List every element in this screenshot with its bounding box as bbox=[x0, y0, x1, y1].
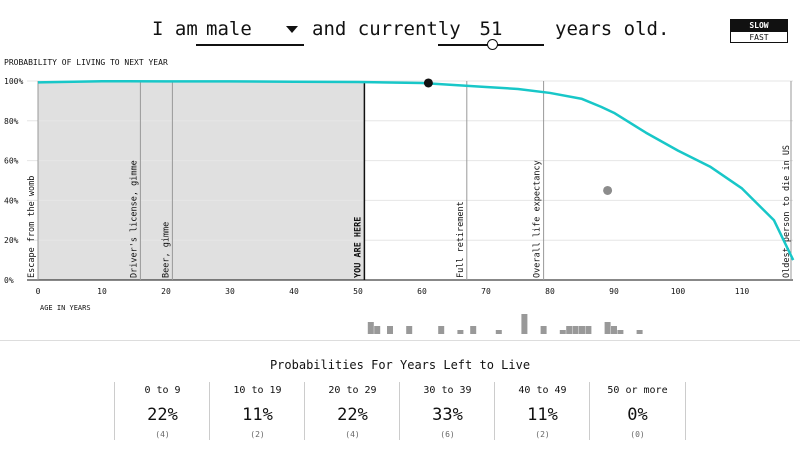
histogram-bar bbox=[495, 330, 502, 334]
probability-value: 0% bbox=[627, 405, 648, 425]
range-label: 10 to 19 bbox=[233, 385, 282, 396]
survival-curve bbox=[37, 79, 795, 261]
fast-button[interactable]: FAST bbox=[730, 31, 788, 43]
y-tick-label: 80% bbox=[4, 117, 19, 126]
histogram-bar bbox=[470, 326, 477, 334]
histogram-bar bbox=[611, 326, 617, 334]
histogram-bar bbox=[406, 326, 413, 334]
annotation-label: Beer, gimme bbox=[161, 222, 171, 278]
range-label: 40 to 49 bbox=[518, 385, 567, 396]
x-tick-label: 100 bbox=[671, 287, 686, 296]
probability-value: 11% bbox=[242, 405, 273, 425]
years-table-cell: 40 to 49 11% (2) bbox=[494, 382, 590, 440]
survival-chart: 0% 20% 40% 60% 80% 100% 0 10 20 30 40 50 60 70 80 90 100… bbox=[4, 77, 795, 334]
i-am-label: I am bbox=[152, 18, 198, 40]
x-tick-label: 20 bbox=[161, 287, 171, 296]
y-tick-label: 40% bbox=[4, 196, 19, 205]
x-tick-label: 50 bbox=[353, 287, 363, 296]
sex-select-value: male bbox=[206, 18, 252, 40]
x-tick-label: 110 bbox=[735, 287, 750, 296]
histogram-bar bbox=[387, 326, 393, 334]
annotation-label: Full retirement bbox=[456, 201, 466, 278]
current-age-marker bbox=[423, 78, 433, 88]
count-value: (2) bbox=[250, 430, 265, 439]
years-table-cell: 10 to 19 11% (2) bbox=[209, 382, 305, 440]
years-table: 0 to 9 22% (4) 10 to 19 11% (2) 20 to 29 22% (4)… bbox=[114, 382, 686, 440]
range-label: 0 to 9 bbox=[144, 385, 181, 396]
annotation-label: YOU ARE HERE bbox=[353, 217, 363, 278]
projected-age-marker bbox=[603, 185, 613, 195]
years-table-cell: 20 to 29 22% (4) bbox=[304, 382, 400, 440]
range-label: 50 or more bbox=[607, 385, 668, 396]
annotation-label: Overall life expectancy bbox=[533, 160, 543, 278]
histogram-bar bbox=[367, 322, 374, 334]
histogram-bar bbox=[374, 326, 381, 334]
annotation-label: Driver's license, gimme bbox=[129, 160, 139, 278]
histogram-bar bbox=[566, 326, 573, 334]
x-tick-label: 60 bbox=[417, 287, 427, 296]
x-tick-label: 40 bbox=[289, 287, 299, 296]
past-region bbox=[38, 81, 365, 280]
histogram-bar bbox=[521, 314, 528, 334]
histogram-bar bbox=[457, 330, 464, 334]
histogram-bar bbox=[585, 326, 592, 334]
and-currently-label: and currently bbox=[312, 18, 461, 40]
histogram-bar bbox=[438, 326, 445, 334]
probability-value: 22% bbox=[337, 405, 368, 425]
years-table-cell: 30 to 39 33% (6) bbox=[399, 382, 495, 440]
years-table-title: Probabilities For Years Left to Live bbox=[269, 358, 531, 372]
probability-value: 22% bbox=[147, 405, 178, 425]
years-table-cell: 50 or more 0% (0) bbox=[589, 382, 686, 440]
count-value: (6) bbox=[440, 430, 455, 439]
x-tick-label: 30 bbox=[225, 287, 235, 296]
x-tick-label: 70 bbox=[481, 287, 491, 296]
header: I am male and currently 51 years old. bbox=[0, 14, 800, 50]
histogram-bar bbox=[540, 326, 547, 334]
histogram-bar bbox=[617, 330, 624, 334]
probability-value: 33% bbox=[432, 405, 463, 425]
chevron-down-icon bbox=[286, 26, 298, 33]
histogram-bar bbox=[636, 330, 643, 334]
y-tick-label: 100% bbox=[4, 77, 23, 86]
annotation-label: Escape from the womb bbox=[27, 176, 37, 278]
x-axis-label: AGE IN YEARS bbox=[40, 304, 91, 312]
histogram-bar bbox=[559, 330, 566, 334]
age-value: 51 bbox=[479, 18, 503, 40]
x-tick-label: 0 bbox=[36, 287, 41, 296]
count-value: (0) bbox=[630, 430, 645, 439]
x-tick-label: 90 bbox=[609, 287, 619, 296]
divider bbox=[0, 340, 800, 341]
years-old-label: years old. bbox=[555, 18, 670, 40]
range-label: 20 to 29 bbox=[328, 385, 377, 396]
y-tick-label: 60% bbox=[4, 157, 19, 166]
sex-select[interactable]: male bbox=[196, 14, 304, 46]
x-tick-label: 80 bbox=[545, 287, 555, 296]
years-table-cell: 0 to 9 22% (4) bbox=[114, 382, 210, 440]
histogram-bar bbox=[572, 326, 579, 334]
histogram-bar bbox=[579, 326, 585, 334]
range-label: 30 to 39 bbox=[423, 385, 472, 396]
count-value: (4) bbox=[345, 430, 360, 439]
y-tick-label: 20% bbox=[4, 236, 19, 245]
count-value: (4) bbox=[155, 430, 170, 439]
probability-value: 11% bbox=[527, 405, 558, 425]
count-value: (2) bbox=[535, 430, 550, 439]
y-tick-label: 0% bbox=[4, 276, 14, 285]
age-slider-thumb[interactable] bbox=[487, 39, 499, 50]
annotation-label: Oldest person to die in US bbox=[782, 145, 792, 278]
histogram-bar bbox=[604, 322, 611, 334]
x-tick-label: 10 bbox=[97, 287, 107, 296]
slow-button[interactable]: SLOW bbox=[730, 19, 788, 31]
chart-title: PROBABILITY OF LIVING TO NEXT YEAR bbox=[4, 58, 168, 67]
